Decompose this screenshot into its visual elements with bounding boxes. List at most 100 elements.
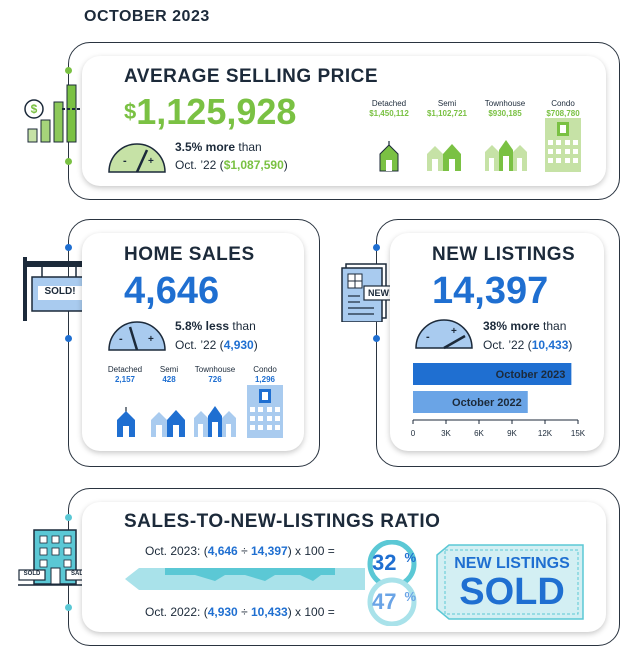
pct-sign: % — [404, 589, 417, 604]
compare-symbol: $ — [223, 158, 231, 172]
type-value-townhouse: $930,185 — [488, 109, 522, 118]
type-label-detached: Detached — [107, 365, 143, 374]
x-tick-label: 15K — [571, 429, 586, 438]
connector-dot — [65, 67, 72, 74]
compare-prefix: Oct. ’22 ( — [175, 158, 224, 172]
connector-dot — [65, 604, 72, 611]
home-sales-compare: Oct. ’22 (4,930) — [175, 338, 258, 352]
connector-dot — [65, 158, 72, 165]
ratio-title: SALES-TO-NEW-LISTINGS RATIO — [124, 511, 441, 532]
condo-building-icon — [545, 118, 581, 172]
svg-text:$: $ — [31, 102, 38, 116]
bar-1 — [413, 391, 528, 413]
type-label-townhouse: Townhouse — [194, 365, 236, 374]
home-sales-title: HOME SALES — [124, 244, 255, 265]
type-value-semi: $1,102,721 — [426, 109, 468, 118]
row-suffix: ) x 100 = — [287, 605, 335, 619]
page-title: OCTOBER 2023 — [84, 8, 210, 25]
sold-tag-icon — [436, 544, 584, 620]
apartment-building-icon — [18, 529, 96, 586]
home-sales-value: 4,646 — [124, 270, 220, 312]
semi-house-icon — [427, 144, 461, 171]
gauge-icon: - + — [108, 321, 166, 351]
type-value-townhouse: 726 — [208, 375, 222, 384]
row-sales: 4,930 — [207, 605, 238, 619]
compare-prefix: Oct. ’22 ( — [175, 338, 224, 352]
x-tick-label: 0 — [411, 429, 416, 438]
type-value-detached: 2,157 — [114, 375, 136, 384]
home-sales-change: 5.8% less than — [175, 319, 256, 333]
x-tick-label: 3K — [441, 429, 451, 438]
price-growth-icon: $ — [24, 84, 92, 143]
connector-dot — [65, 244, 72, 251]
type-value-condo: $708,780 — [546, 109, 580, 118]
compare-suffix: ) — [253, 338, 258, 352]
x-tick-label: 6K — [474, 429, 484, 438]
new-listings-change: 38% more than — [483, 319, 566, 333]
condo-building-icon — [247, 385, 283, 438]
type-label-townhouse: Townhouse — [484, 99, 526, 108]
type-label-condo: Condo — [551, 99, 575, 108]
dollar-sign: $ — [124, 99, 137, 124]
connector-dot — [65, 514, 72, 521]
type-label-semi: Semi — [159, 365, 179, 374]
tag-line-1: NEW LISTINGS — [454, 555, 570, 572]
compare-suffix: ) — [568, 338, 573, 352]
x-tick-label: 12K — [538, 429, 553, 438]
detached-house-icon — [379, 141, 399, 172]
pct-sign: % — [404, 550, 417, 565]
tag-line-2: SOLD — [459, 571, 565, 613]
row-prefix: Oct. 2022: ( — [145, 605, 208, 619]
type-value-condo: 1,296 — [254, 375, 276, 384]
change-text: than — [539, 319, 567, 333]
bar-label-1: October 2022 — [452, 397, 522, 409]
pct-value: 47 — [372, 589, 397, 614]
row-op: ÷ — [237, 605, 251, 619]
connector-dot — [65, 335, 72, 342]
row-sales: 4,646 — [207, 544, 238, 558]
compare-suffix: ) — [283, 158, 288, 172]
svg-text:-: - — [426, 331, 430, 343]
type-label-semi: Semi — [437, 99, 457, 108]
detached-house-icon — [117, 407, 135, 437]
row-listings: 10,433 — [251, 605, 288, 619]
new-listings-title: NEW LISTINGS — [432, 244, 576, 265]
change-text: than — [235, 140, 262, 154]
new-listing-document-icon — [341, 263, 397, 322]
svg-text:+: + — [451, 326, 457, 337]
avg-price-title: AVERAGE SELLING PRICE — [124, 66, 379, 87]
new-badge-text: NEW! — [368, 288, 392, 298]
type-value-semi: 428 — [162, 375, 176, 384]
change-amount: 38% more — [483, 319, 540, 333]
key-icon — [125, 568, 365, 590]
avg-price-number: 1,125,928 — [136, 91, 297, 132]
listings-bar-chart: October 2023 October 2022 0 3K 6K 9K 12K 15K — [411, 363, 586, 438]
gauge-icon: - + — [415, 319, 473, 350]
compare-value: 4,930 — [223, 338, 254, 352]
row-prefix: Oct. 2023: ( — [145, 544, 208, 558]
ratio-row-2023: Oct. 2023: (4,646 ÷ 14,397) x 100 = — [145, 544, 335, 558]
gauge-icon: - + — [108, 143, 166, 173]
pct-value: 32 — [372, 550, 397, 575]
ratio-pct-2023: 32% — [372, 550, 416, 576]
sold-sign-text: SOLD — [23, 571, 41, 577]
compare-value: 10,433 — [531, 338, 569, 352]
new-listings-value: 14,397 — [432, 270, 549, 312]
svg-text:-: - — [119, 333, 123, 345]
ratio-pct-2022: 47% — [372, 589, 416, 615]
x-tick-label: 9K — [507, 429, 517, 438]
compare-prefix: Oct. ’22 ( — [483, 338, 532, 352]
sold-sign-text: SOLD! — [44, 286, 76, 297]
type-value-detached: $1,450,112 — [369, 109, 409, 118]
semi-house-icon — [151, 410, 185, 437]
new-listings-compare: Oct. ’22 (10,433) — [483, 338, 572, 352]
svg-text:+: + — [148, 334, 154, 345]
townhouse-icon — [194, 406, 236, 437]
home-sales-frame — [68, 219, 320, 467]
row-op: ÷ — [237, 544, 251, 558]
bar-0 — [413, 363, 572, 385]
compare-value: 1,087,590 — [230, 158, 284, 172]
svg-text:+: + — [148, 156, 154, 167]
type-label-condo: Condo — [253, 365, 277, 374]
bar-label-0: October 2023 — [496, 369, 566, 381]
